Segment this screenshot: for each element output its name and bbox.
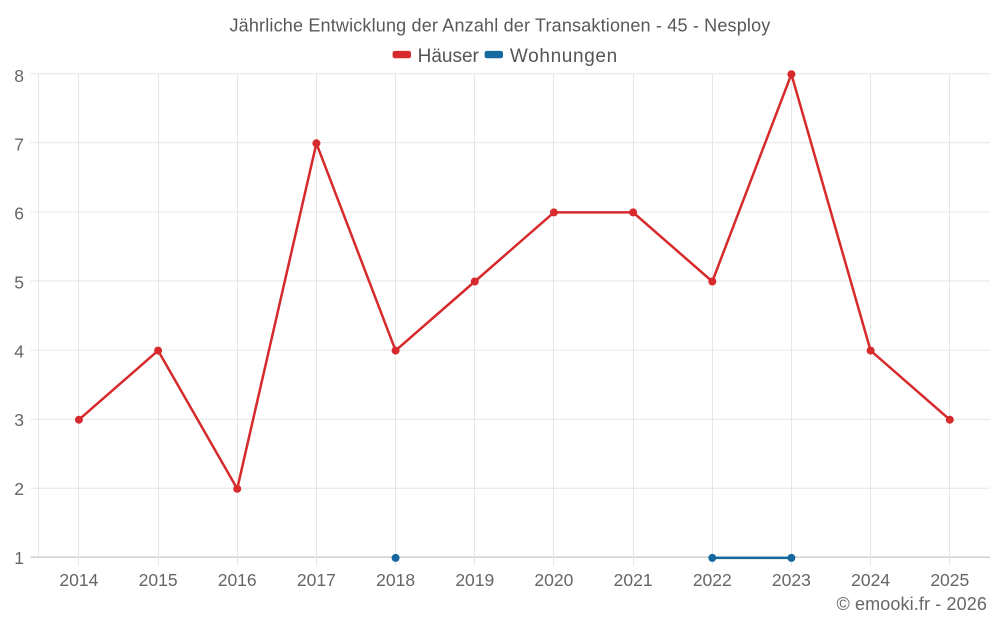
svg-text:2017: 2017 <box>297 570 336 590</box>
svg-text:© emooki.fr - 2026: © emooki.fr - 2026 <box>837 594 987 614</box>
svg-text:Jährliche Entwicklung der Anza: Jährliche Entwicklung der Anzahl der Tra… <box>230 16 771 36</box>
svg-text:1: 1 <box>14 548 24 568</box>
svg-text:2024: 2024 <box>851 570 890 590</box>
svg-text:2019: 2019 <box>455 570 494 590</box>
svg-text:4: 4 <box>14 341 24 361</box>
svg-text:2021: 2021 <box>614 570 653 590</box>
svg-text:2022: 2022 <box>693 570 732 590</box>
svg-text:2: 2 <box>14 479 24 499</box>
svg-text:2014: 2014 <box>59 570 98 590</box>
svg-text:7: 7 <box>14 135 24 155</box>
svg-text:Häuser: Häuser <box>418 46 480 67</box>
svg-text:3: 3 <box>14 410 24 430</box>
svg-text:2018: 2018 <box>376 570 415 590</box>
svg-text:2023: 2023 <box>772 570 811 590</box>
svg-text:2016: 2016 <box>218 570 257 590</box>
svg-text:8: 8 <box>14 66 24 86</box>
svg-text:6: 6 <box>14 204 24 224</box>
svg-text:5: 5 <box>14 273 24 293</box>
svg-text:2025: 2025 <box>930 570 969 590</box>
svg-text:2015: 2015 <box>139 570 178 590</box>
svg-text:Wohnungen: Wohnungen <box>510 46 618 67</box>
svg-text:2020: 2020 <box>534 570 573 590</box>
